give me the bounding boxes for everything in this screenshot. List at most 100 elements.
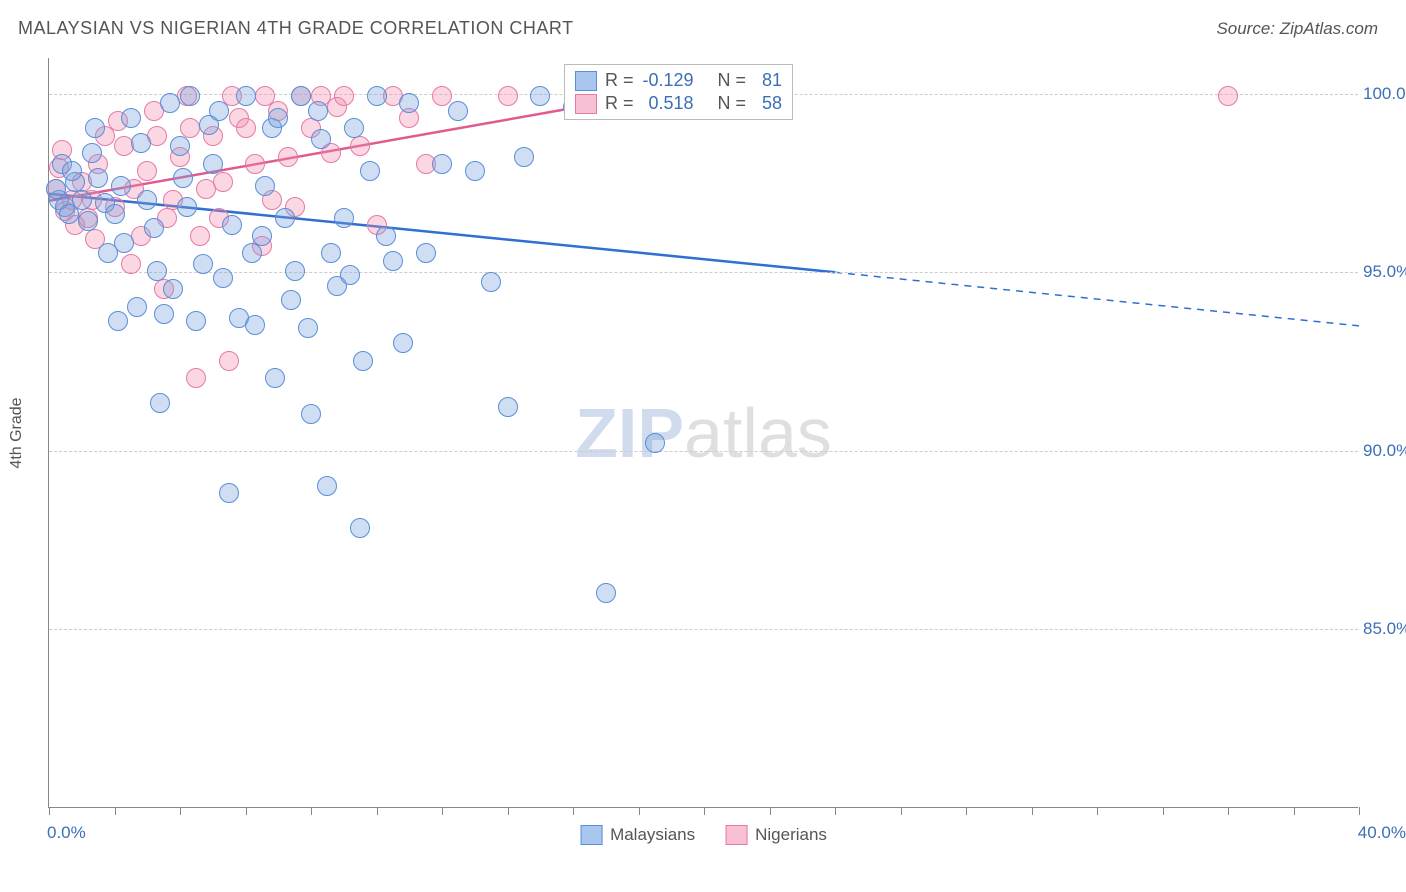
scatter-point-malaysians <box>298 318 318 338</box>
stats-row-malaysians: R = -0.129 N = 81 <box>565 69 792 92</box>
scatter-point-malaysians <box>186 311 206 331</box>
x-axis-min-label: 0.0% <box>47 823 86 843</box>
legend-swatch-malaysians <box>580 825 602 845</box>
scatter-point-malaysians <box>393 333 413 353</box>
scatter-point-malaysians <box>209 101 229 121</box>
scatter-point-malaysians <box>416 243 436 263</box>
chart-title: MALAYSIAN VS NIGERIAN 4TH GRADE CORRELAT… <box>18 18 574 39</box>
scatter-point-malaysians <box>219 483 239 503</box>
scatter-point-malaysians <box>160 93 180 113</box>
scatter-point-malaysians <box>265 368 285 388</box>
scatter-point-malaysians <box>281 290 301 310</box>
gridline <box>49 629 1358 630</box>
x-tick <box>1228 807 1229 815</box>
scatter-point-nigerians <box>498 86 518 106</box>
scatter-point-nigerians <box>180 118 200 138</box>
bottom-legend: Malaysians Nigerians <box>580 825 827 845</box>
scatter-point-nigerians <box>121 254 141 274</box>
x-tick <box>573 807 574 815</box>
trendline-malaysians-dashed <box>835 272 1359 326</box>
scatter-point-malaysians <box>85 118 105 138</box>
scatter-point-malaysians <box>285 261 305 281</box>
scatter-point-malaysians <box>170 136 190 156</box>
scatter-point-malaysians <box>114 233 134 253</box>
x-tick <box>639 807 640 815</box>
scatter-point-nigerians <box>137 161 157 181</box>
scatter-point-nigerians <box>334 86 354 106</box>
scatter-point-malaysians <box>147 261 167 281</box>
scatter-point-malaysians <box>432 154 452 174</box>
scatter-point-malaysians <box>163 279 183 299</box>
legend-item-nigerians: Nigerians <box>725 825 827 845</box>
scatter-point-malaysians <box>245 315 265 335</box>
scatter-point-malaysians <box>213 268 233 288</box>
scatter-point-malaysians <box>236 86 256 106</box>
scatter-point-malaysians <box>465 161 485 181</box>
x-tick <box>1163 807 1164 815</box>
scatter-point-malaysians <box>46 179 66 199</box>
scatter-point-malaysians <box>344 118 364 138</box>
scatter-point-nigerians <box>213 172 233 192</box>
x-tick <box>508 807 509 815</box>
scatter-point-malaysians <box>72 190 92 210</box>
x-tick <box>704 807 705 815</box>
legend-swatch-nigerians <box>725 825 747 845</box>
scatter-point-malaysians <box>353 351 373 371</box>
scatter-point-malaysians <box>131 133 151 153</box>
watermark: ZIPatlas <box>575 393 832 473</box>
scatter-point-nigerians <box>432 86 452 106</box>
swatch-malaysians <box>575 71 597 91</box>
scatter-point-malaysians <box>308 101 328 121</box>
x-tick <box>49 807 50 815</box>
y-tick-label: 90.0% <box>1363 441 1406 461</box>
scatter-point-malaysians <box>222 215 242 235</box>
scatter-point-malaysians <box>317 476 337 496</box>
scatter-point-nigerians <box>1218 86 1238 106</box>
scatter-point-malaysians <box>121 108 141 128</box>
scatter-point-malaysians <box>105 204 125 224</box>
scatter-point-malaysians <box>78 211 98 231</box>
scatter-point-malaysians <box>180 86 200 106</box>
scatter-point-malaysians <box>350 518 370 538</box>
scatter-point-nigerians <box>186 368 206 388</box>
scatter-point-malaysians <box>498 397 518 417</box>
x-axis-max-label: 40.0% <box>1358 823 1406 843</box>
chart-source: Source: ZipAtlas.com <box>1216 19 1378 39</box>
scatter-point-nigerians <box>245 154 265 174</box>
scatter-point-malaysians <box>242 243 262 263</box>
gridline <box>49 451 1358 452</box>
scatter-point-malaysians <box>154 304 174 324</box>
scatter-point-malaysians <box>376 226 396 246</box>
legend-label-nigerians: Nigerians <box>755 825 827 845</box>
y-tick-label: 85.0% <box>1363 619 1406 639</box>
scatter-point-malaysians <box>193 254 213 274</box>
scatter-point-malaysians <box>150 393 170 413</box>
x-tick <box>311 807 312 815</box>
scatter-point-malaysians <box>448 101 468 121</box>
scatter-point-malaysians <box>340 265 360 285</box>
scatter-point-malaysians <box>62 161 82 181</box>
scatter-point-malaysians <box>321 243 341 263</box>
scatter-point-malaysians <box>144 218 164 238</box>
scatter-point-malaysians <box>275 208 295 228</box>
scatter-point-malaysians <box>367 86 387 106</box>
scatter-point-malaysians <box>596 583 616 603</box>
scatter-point-malaysians <box>291 86 311 106</box>
swatch-nigerians <box>575 94 597 114</box>
y-tick-label: 100.0% <box>1363 84 1406 104</box>
scatter-point-malaysians <box>137 190 157 210</box>
correlation-stats-box: R = -0.129 N = 81 R = 0.518 N = 58 <box>564 64 793 120</box>
x-tick <box>377 807 378 815</box>
scatter-point-nigerians <box>236 118 256 138</box>
scatter-point-malaysians <box>301 404 321 424</box>
scatter-point-malaysians <box>255 176 275 196</box>
y-axis-label: 4th Grade <box>8 397 26 468</box>
scatter-point-malaysians <box>177 197 197 217</box>
scatter-point-malaysians <box>88 168 108 188</box>
scatter-point-malaysians <box>514 147 534 167</box>
x-tick <box>180 807 181 815</box>
scatter-point-nigerians <box>350 136 370 156</box>
trend-lines-layer <box>49 58 1358 807</box>
x-tick <box>1032 807 1033 815</box>
gridline <box>49 272 1358 273</box>
